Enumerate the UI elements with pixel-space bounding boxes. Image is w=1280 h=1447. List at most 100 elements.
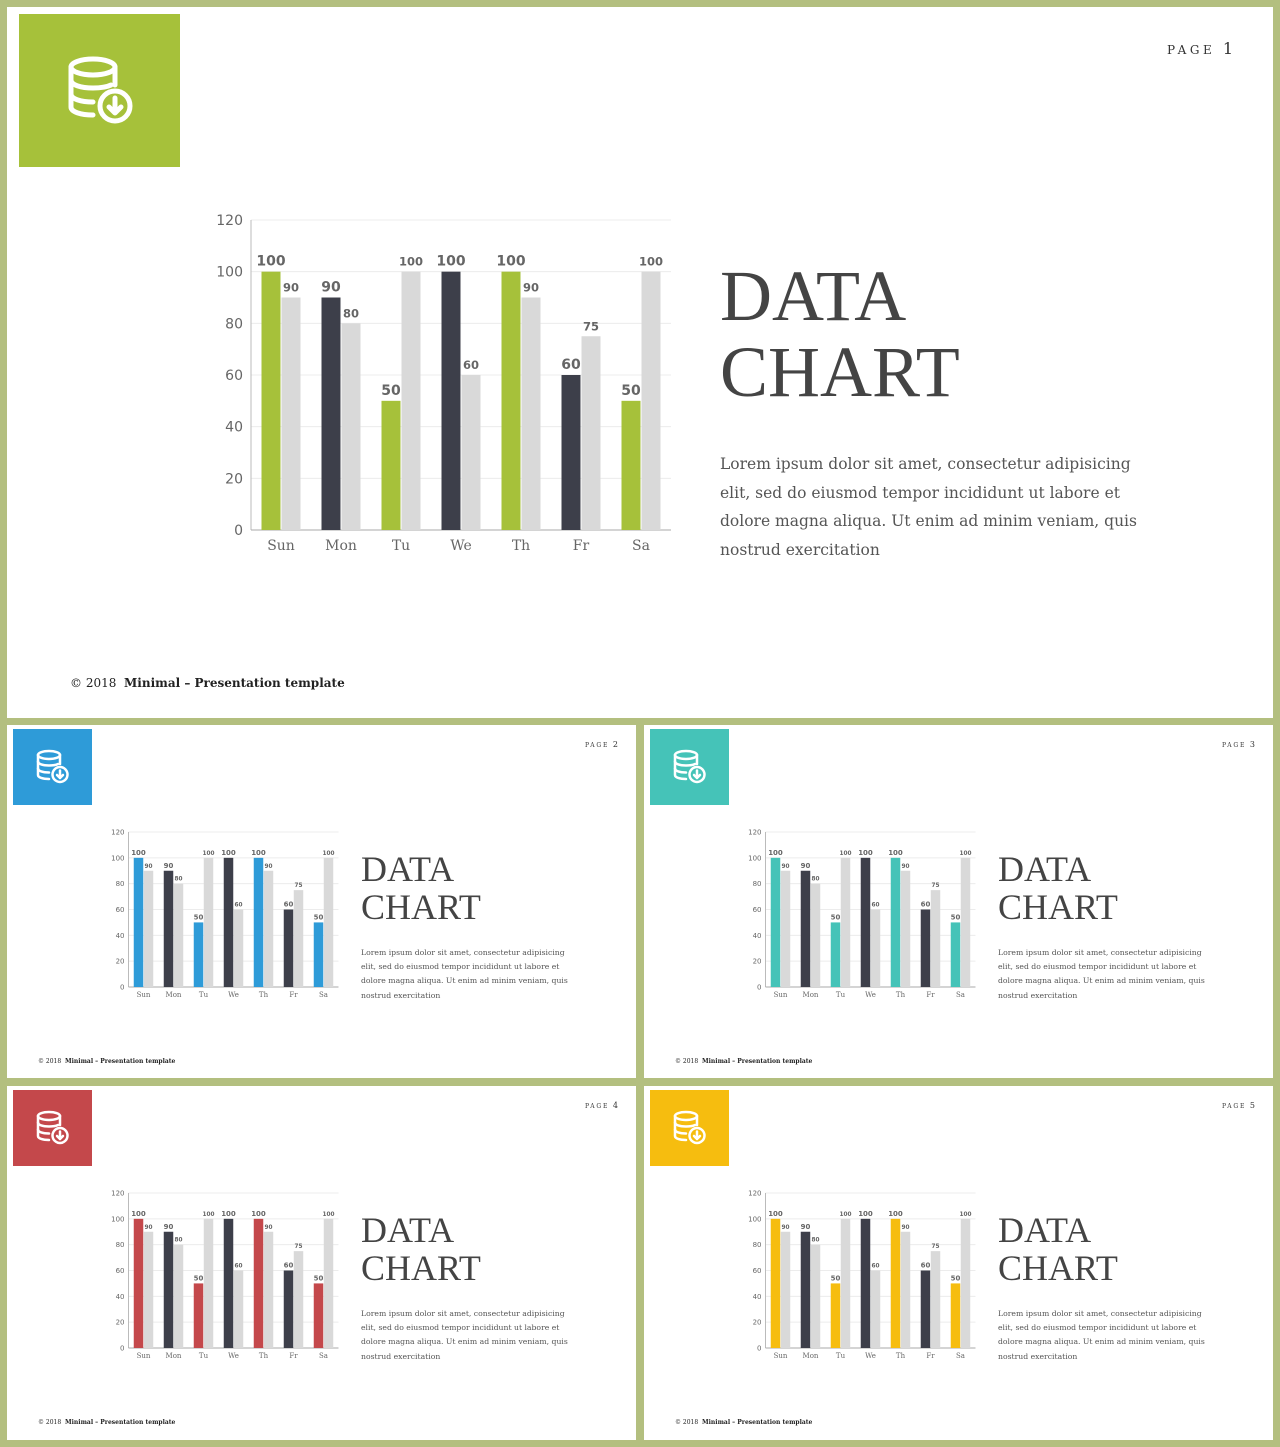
- bar-sa-s1: [313, 922, 324, 987]
- y-tick-label: 60: [116, 906, 125, 914]
- data-label: 90: [781, 1225, 789, 1231]
- x-tick-label: Fr: [289, 1352, 298, 1360]
- footer: © 2018 Minimal – Presentation template: [70, 676, 345, 690]
- bar-tu-s1: [193, 1283, 204, 1348]
- footer: © 2018 Minimal – Presentation template: [38, 1058, 175, 1065]
- footer-year: © 2018: [675, 1419, 699, 1426]
- bar-sun-s1: [770, 857, 781, 987]
- data-label: 90: [801, 862, 811, 870]
- data-label: 60: [234, 903, 242, 909]
- data-label: 75: [583, 319, 599, 333]
- data-label: 60: [561, 357, 581, 373]
- y-tick-label: 40: [753, 932, 762, 940]
- bar-fr-s1: [920, 909, 931, 987]
- slide-title: DATA CHART: [361, 849, 481, 927]
- page-word: PAGE: [1221, 1103, 1247, 1110]
- y-tick-label: 120: [111, 829, 124, 837]
- bar-th-s2: [263, 1231, 274, 1348]
- page-word: PAGE: [584, 1103, 610, 1110]
- bar-sun-s2: [780, 1231, 791, 1348]
- slide-title: DATA CHART: [361, 1210, 481, 1288]
- bar-th-s2: [900, 1231, 911, 1348]
- bar-tu-s2: [203, 1218, 214, 1348]
- y-tick-label: 40: [225, 420, 243, 436]
- y-tick-label: 20: [753, 958, 762, 966]
- bar-mon-s2: [810, 883, 821, 987]
- y-tick-label: 20: [753, 1319, 762, 1327]
- y-tick-label: 40: [116, 932, 125, 940]
- x-tick-label: Fr: [926, 1352, 935, 1360]
- x-tick-label: Sa: [956, 1352, 965, 1360]
- y-tick-label: 20: [116, 1319, 125, 1327]
- page-label: PAGE 2: [585, 740, 618, 749]
- data-label: 90: [164, 1223, 174, 1231]
- bar-we-s1: [223, 1218, 234, 1348]
- y-tick-label: 80: [116, 1241, 125, 1249]
- bar-mon-s1: [800, 1231, 811, 1348]
- bar-th-s2: [521, 297, 541, 530]
- bar-sa-s2: [960, 1218, 971, 1348]
- data-label: 90: [264, 1225, 272, 1231]
- data-label: 100: [251, 1210, 266, 1218]
- x-tick-label: Tu: [199, 1352, 209, 1360]
- bar-th-s1: [890, 1218, 901, 1348]
- data-label: 50: [831, 1274, 841, 1282]
- footer-year: © 2018: [38, 1058, 62, 1065]
- database-download-icon: [673, 749, 706, 784]
- footer: © 2018 Minimal – Presentation template: [675, 1058, 812, 1065]
- x-tick-label: We: [228, 1352, 239, 1360]
- page-word: PAGE: [1167, 43, 1216, 57]
- bar-we-s2: [233, 909, 244, 987]
- x-tick-label: Mon: [166, 991, 182, 999]
- data-label: 90: [901, 864, 909, 870]
- data-label: 50: [381, 383, 401, 399]
- x-tick-label: We: [228, 991, 239, 999]
- y-tick-label: 40: [753, 1293, 762, 1301]
- bar-mon-s2: [341, 323, 361, 530]
- bar-we-s1: [860, 1218, 871, 1348]
- bar-we-s1: [441, 271, 461, 530]
- bar-th-s2: [900, 870, 911, 987]
- y-tick-label: 120: [111, 1190, 124, 1198]
- data-label: 80: [343, 306, 359, 320]
- x-tick-label: Mon: [803, 1352, 819, 1360]
- y-tick-label: 40: [116, 1293, 125, 1301]
- data-label: 90: [264, 864, 272, 870]
- y-tick-label: 20: [225, 471, 243, 487]
- slide-5: PAGE 5 0 20 40 60 80 100 120 100 90 Sun 90 80 Mon 50 1…: [644, 1086, 1273, 1440]
- data-label: 100: [768, 849, 783, 857]
- data-label: 80: [811, 877, 819, 883]
- x-tick-label: Sa: [319, 991, 328, 999]
- bar-sa-s2: [960, 857, 971, 987]
- data-label: 75: [294, 883, 302, 889]
- page-label: PAGE 5: [1222, 1101, 1255, 1110]
- logo-box: [13, 729, 92, 805]
- database-download-icon: [36, 749, 69, 784]
- x-tick-label: Sun: [774, 1352, 788, 1360]
- y-tick-label: 100: [111, 854, 124, 862]
- bar-mon-s1: [800, 870, 811, 987]
- data-label: 90: [283, 281, 299, 295]
- slide-description: Lorem ipsum dolor sit amet, consectetur …: [361, 1309, 568, 1361]
- data-label: 80: [811, 1238, 819, 1244]
- data-label: 100: [202, 851, 214, 857]
- page-number: 4: [612, 1101, 618, 1110]
- y-tick-label: 80: [225, 316, 243, 332]
- page-label: PAGE 4: [585, 1101, 618, 1110]
- data-label: 100: [131, 849, 146, 857]
- data-label: 100: [131, 1210, 146, 1218]
- data-label: 60: [284, 901, 294, 909]
- x-tick-label: Tu: [836, 991, 846, 999]
- x-tick-label: We: [865, 1352, 876, 1360]
- x-tick-label: Th: [896, 1352, 906, 1360]
- data-label: 100: [959, 851, 971, 857]
- data-label: 50: [194, 1274, 204, 1282]
- bar-we-s1: [860, 857, 871, 987]
- footer-title: Minimal – Presentation template: [124, 676, 345, 690]
- bar-sun-s1: [770, 1218, 781, 1348]
- slide-3: PAGE 3 0 20 40 60 80 100 120 100 90 Sun 90 80 Mon 50 1…: [644, 725, 1273, 1078]
- footer-year: © 2018: [38, 1419, 62, 1426]
- bar-fr-s2: [581, 336, 601, 530]
- data-label: 100: [959, 1212, 971, 1218]
- page-label: PAGE 1: [1167, 39, 1233, 58]
